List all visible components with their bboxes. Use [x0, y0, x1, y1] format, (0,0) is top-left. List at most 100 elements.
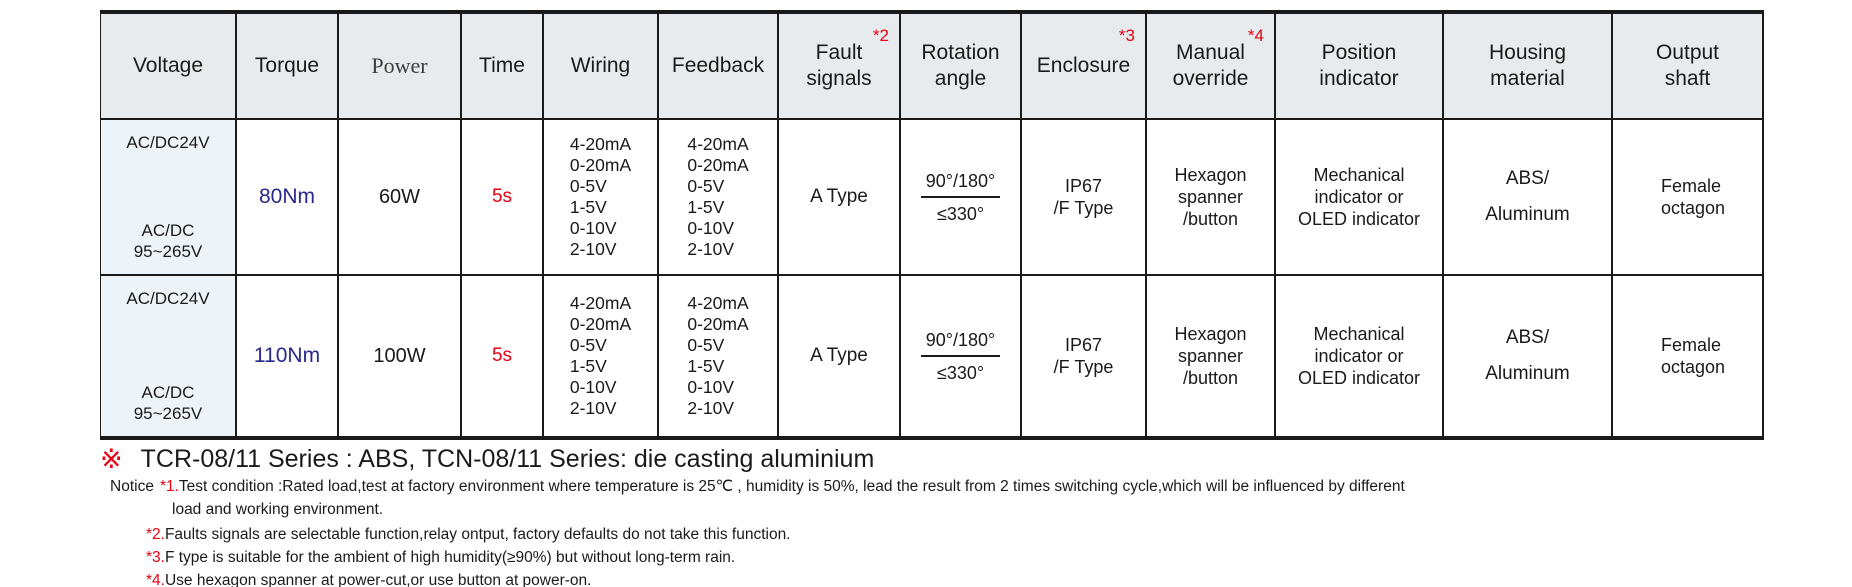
notice-4-text: Use hexagon spanner at power-cut,or use … — [164, 572, 592, 587]
notice-1-mark: *1. — [159, 478, 179, 495]
cell-fault-signals-row2: A Type — [779, 276, 901, 436]
cell-output-shaft-row2: Female octagon — [1613, 276, 1764, 436]
housing-material-value: ABS/ Aluminum — [1485, 327, 1570, 384]
fault-signals-value: A Type — [810, 345, 868, 366]
voltage-top: AC/DC24V — [126, 133, 210, 152]
cell-wiring-row2: 4-20mA 0-20mA 0-5V 1-5V 0-10V 2-10V — [544, 276, 659, 436]
rotation-angle-top: 90°/180° — [920, 170, 1001, 198]
cell-power-row2: 100W — [339, 276, 462, 436]
cell-enclosure-row2: IP67 /F Type — [1022, 276, 1147, 436]
header-housing-material-label: Housing material — [1488, 41, 1567, 90]
notice-line-1-continued: load and working environment. — [172, 501, 1405, 519]
voltage-bottom: AC/DC 95~265V — [133, 383, 203, 423]
header-torque: Torque — [237, 14, 339, 120]
cell-housing-material-row1: ABS/ Aluminum — [1444, 120, 1613, 276]
header-power: Power — [339, 14, 462, 120]
header-output-shaft: Output shaft — [1613, 14, 1764, 120]
output-shaft-value: Female octagon — [1661, 335, 1726, 377]
manual-override-value: Hexagon spanner /button — [1174, 165, 1247, 229]
reference-mark-icon: ※ — [100, 444, 123, 474]
rotation-angle-bottom: ≤330° — [936, 203, 985, 224]
footnote-mark-4: *4 — [1247, 26, 1264, 45]
power-value: 100W — [373, 345, 426, 367]
time-value: 5s — [491, 186, 513, 207]
manual-override-value: Hexagon spanner /button — [1174, 324, 1247, 388]
header-manual-override: *4 Manual override — [1147, 14, 1276, 120]
position-indicator-value: Mechanical indicator or OLED indicator — [1297, 324, 1421, 388]
header-rotation-angle: Rotation angle — [901, 14, 1022, 120]
cell-torque-row2: 110Nm — [237, 276, 339, 436]
notice-2-mark: *2. — [146, 526, 165, 543]
cell-rotation-angle-row2: 90°/180° ≤330° — [901, 276, 1022, 436]
notice-3-mark: *3. — [146, 549, 165, 566]
specification-table: Voltage Torque Power Time Wiring Feedbac… — [100, 10, 1764, 440]
notice-block: Notice *1.Test condition :Rated load,test… — [110, 478, 1405, 587]
notice-line-3: *3.F type is suitable for the ambient of… — [146, 549, 1405, 567]
footnote-mark-3: *3 — [1118, 26, 1135, 45]
series-material-note: ※ TCR-08/11 Series : ABS, TCN-08/11 Seri… — [100, 444, 874, 474]
wiring-list: 4-20mA 0-20mA 0-5V 1-5V 0-10V 2-10V — [569, 293, 632, 418]
rotation-angle-bottom: ≤330° — [936, 362, 985, 383]
voltage-bottom: AC/DC 95~265V — [133, 221, 203, 261]
enclosure-value: IP67 /F Type — [1053, 335, 1114, 377]
cell-enclosure-row1: IP67 /F Type — [1022, 120, 1147, 276]
header-enclosure-label: Enclosure — [1036, 54, 1131, 77]
cell-fault-signals-row1: A Type — [779, 120, 901, 276]
wiring-list: 4-20mA 0-20mA 0-5V 1-5V 0-10V 2-10V — [569, 134, 632, 259]
notice-line-2: *2.Faults signals are selectable functio… — [146, 526, 1405, 544]
power-value: 60W — [378, 186, 421, 208]
header-wiring-label: Wiring — [570, 54, 631, 77]
header-output-shaft-label: Output shaft — [1655, 41, 1720, 90]
notice-4-mark: *4. — [146, 572, 165, 587]
notice-label: Notice — [110, 478, 154, 495]
notice-1-text-2: load and working environment. — [172, 501, 384, 518]
series-material-text: TCR-08/11 Series : ABS, TCN-08/11 Series… — [140, 445, 875, 473]
cell-feedback-row2: 4-20mA 0-20mA 0-5V 1-5V 0-10V 2-10V — [659, 276, 779, 436]
cell-time-row1: 5s — [462, 120, 544, 276]
header-position-indicator-label: Position indicator — [1319, 41, 1399, 90]
cell-time-row2: 5s — [462, 276, 544, 436]
cell-output-shaft-row1: Female octagon — [1613, 120, 1764, 276]
header-fault-signals-label: Fault signals — [806, 41, 872, 90]
time-value: 5s — [491, 345, 513, 366]
header-wiring: Wiring — [544, 14, 659, 120]
torque-value: 110Nm — [253, 344, 321, 367]
notice-line-4: *4.Use hexagon spanner at power-cut,or u… — [146, 572, 1405, 587]
header-voltage-label: Voltage — [132, 54, 204, 77]
voltage-top: AC/DC24V — [126, 289, 210, 308]
notice-3-text: F type is suitable for the ambient of hi… — [164, 549, 736, 566]
output-shaft-value: Female octagon — [1661, 176, 1726, 218]
cell-wiring-row1: 4-20mA 0-20mA 0-5V 1-5V 0-10V 2-10V — [544, 120, 659, 276]
cell-voltage-row1: AC/DC24V AC/DC 95~265V — [101, 120, 237, 276]
rotation-angle-top: 90°/180° — [920, 329, 1001, 357]
cell-feedback-row1: 4-20mA 0-20mA 0-5V 1-5V 0-10V 2-10V — [659, 120, 779, 276]
header-voltage: Voltage — [101, 14, 237, 120]
footnote-mark-2: *2 — [872, 26, 889, 45]
header-manual-override-label: Manual override — [1172, 41, 1249, 90]
cell-power-row1: 60W — [339, 120, 462, 276]
header-feedback: Feedback — [659, 14, 779, 120]
cell-position-indicator-row2: Mechanical indicator or OLED indicator — [1276, 276, 1444, 436]
torque-value: 80Nm — [258, 185, 316, 208]
header-enclosure: *3 Enclosure — [1022, 14, 1147, 120]
header-time: Time — [462, 14, 544, 120]
header-power-label: Power — [371, 53, 428, 78]
header-housing-material: Housing material — [1444, 14, 1613, 120]
cell-rotation-angle-row1: 90°/180° ≤330° — [901, 120, 1022, 276]
housing-material-value: ABS/ Aluminum — [1485, 168, 1570, 225]
position-indicator-value: Mechanical indicator or OLED indicator — [1297, 165, 1421, 229]
header-position-indicator: Position indicator — [1276, 14, 1444, 120]
cell-position-indicator-row1: Mechanical indicator or OLED indicator — [1276, 120, 1444, 276]
cell-torque-row1: 80Nm — [237, 120, 339, 276]
notice-1-text: Test condition :Rated load,test at facto… — [178, 478, 1405, 495]
fault-signals-value: A Type — [810, 186, 868, 207]
cell-manual-override-row2: Hexagon spanner /button — [1147, 276, 1276, 436]
enclosure-value: IP67 /F Type — [1053, 176, 1114, 218]
header-rotation-angle-label: Rotation angle — [921, 41, 1000, 90]
header-feedback-label: Feedback — [671, 54, 765, 77]
header-fault-signals: *2 Fault signals — [779, 14, 901, 120]
feedback-list: 4-20mA 0-20mA 0-5V 1-5V 0-10V 2-10V — [687, 293, 749, 418]
cell-housing-material-row2: ABS/ Aluminum — [1444, 276, 1613, 436]
cell-voltage-row2: AC/DC24V AC/DC 95~265V — [101, 276, 237, 436]
